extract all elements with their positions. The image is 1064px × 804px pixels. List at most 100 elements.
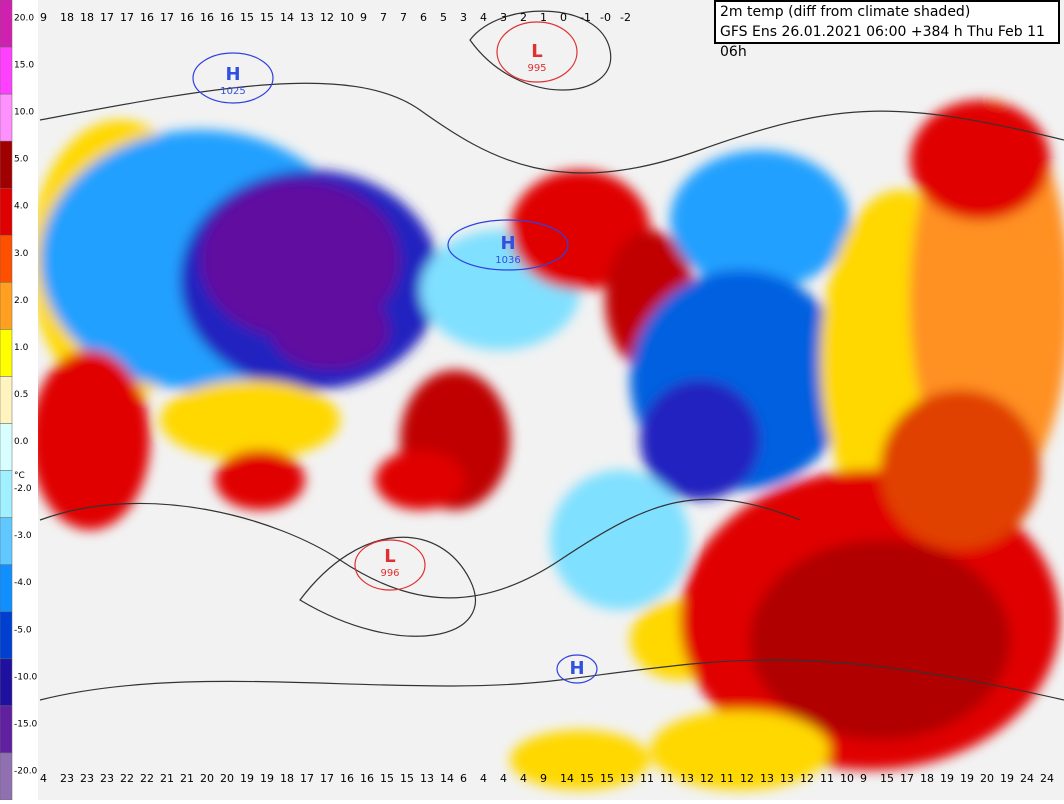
grid-value: 9 xyxy=(40,11,47,24)
grid-value: 13 xyxy=(780,772,794,785)
grid-value: 24 xyxy=(1020,772,1034,785)
grid-value: 0 xyxy=(560,11,567,24)
colorbar-swatch xyxy=(0,235,13,283)
pressure-value: 1025 xyxy=(220,86,245,97)
grid-value: 15 xyxy=(580,772,594,785)
grid-value: 17 xyxy=(320,772,334,785)
grid-value: 21 xyxy=(180,772,194,785)
colorbar-label: 2.0 xyxy=(14,296,29,306)
grid-value: 15 xyxy=(240,11,254,24)
grid-value: 18 xyxy=(920,772,934,785)
colorbar-swatch xyxy=(0,376,13,424)
colorbar-swatch xyxy=(0,0,13,48)
colorbar-swatch xyxy=(0,517,13,565)
grid-value: 17 xyxy=(120,11,134,24)
grid-value: 19 xyxy=(960,772,974,785)
grid-value: 12 xyxy=(740,772,754,785)
grid-value: 9 xyxy=(860,772,867,785)
grid-value: 11 xyxy=(660,772,674,785)
grid-value: 3 xyxy=(460,11,467,24)
colorbar-swatch xyxy=(0,93,13,142)
grid-value: 23 xyxy=(100,772,114,785)
subtitle-line: GFS Ens 26.01.2021 06:00 +384 h Thu Feb … xyxy=(720,24,1045,60)
value-grid: 9 18 18 17 17 16 17 16 16 16 15 15 14 13 12 10 9 7 7 6 5 3 4 3 2… xyxy=(40,11,1054,785)
grid-value: 13 xyxy=(300,11,314,24)
grid-value: 17 xyxy=(100,11,114,24)
grid-value: 21 xyxy=(160,772,174,785)
grid-value: 16 xyxy=(140,11,154,24)
colorbar-label: 10.0 xyxy=(14,108,34,118)
grid-value: 19 xyxy=(240,772,254,785)
grid-value: 18 xyxy=(60,11,74,24)
pressure-value: 995 xyxy=(527,63,546,74)
grid-value: 14 xyxy=(560,772,574,785)
grid-value: 4 xyxy=(520,772,527,785)
colorbar-label: 1.0 xyxy=(14,343,29,353)
grid-value: 9 xyxy=(540,772,547,785)
grid-value: 11 xyxy=(720,772,734,785)
colorbar-label: -10.0 xyxy=(14,672,38,682)
colorbar-label: 15.0 xyxy=(14,61,34,71)
grid-value: 7 xyxy=(380,11,387,24)
grid-value: 15 xyxy=(880,772,894,785)
colorbar-swatch xyxy=(0,705,13,754)
colorbar-label: -5.0 xyxy=(14,625,32,635)
colorbar-label: -2.0 xyxy=(14,484,32,494)
grid-value: 6 xyxy=(420,11,427,24)
colorbar-unit: °C xyxy=(14,471,25,481)
grid-value: 5 xyxy=(440,11,447,24)
colorbar-label: 3.0 xyxy=(14,249,29,259)
grid-value: 4 xyxy=(480,772,487,785)
grid-value: 6 xyxy=(460,772,467,785)
temperature-anomaly-shading xyxy=(30,100,1064,790)
colorbar-swatch xyxy=(0,658,13,707)
grid-value: 7 xyxy=(400,11,407,24)
grid-value: 19 xyxy=(260,772,274,785)
pressure-letter: L xyxy=(531,41,542,62)
grid-value: 17 xyxy=(900,772,914,785)
grid-value: 12 xyxy=(700,772,714,785)
colorbar: 20.0 15.0 10.0 5.0 4.0 3.0 2.0 1.0 0.5 0.0 -2.0 -3.… xyxy=(0,0,38,801)
grid-value: 20 xyxy=(980,772,994,785)
grid-value: 16 xyxy=(340,772,354,785)
grid-value: 18 xyxy=(280,772,294,785)
grid-value: 10 xyxy=(340,11,354,24)
grid-value: 16 xyxy=(360,772,374,785)
colorbar-swatch xyxy=(0,187,13,236)
grid-value: 19 xyxy=(1000,772,1014,785)
grid-value: 14 xyxy=(280,11,294,24)
grid-value: 19 xyxy=(940,772,954,785)
grid-value: 12 xyxy=(320,11,334,24)
grid-value: 3 xyxy=(500,11,507,24)
pressure-value: 1036 xyxy=(495,255,520,266)
grid-value: 16 xyxy=(180,11,194,24)
low-contours xyxy=(354,21,578,591)
pressure-letter: H xyxy=(500,233,515,254)
grid-value: -2 xyxy=(620,11,631,24)
colorbar-label: -4.0 xyxy=(14,578,32,588)
grid-value: 23 xyxy=(80,772,94,785)
colorbar-label: 0.0 xyxy=(14,437,29,447)
grid-value: 10 xyxy=(840,772,854,785)
pressure-letter: H xyxy=(225,64,240,85)
grid-value: 16 xyxy=(220,11,234,24)
grid-value: 2 xyxy=(520,11,527,24)
grid-value: 22 xyxy=(140,772,154,785)
grid-value: -1 xyxy=(580,11,591,24)
grid-value: 15 xyxy=(260,11,274,24)
grid-value: 13 xyxy=(620,772,634,785)
grid-value: -0 xyxy=(600,11,611,24)
colorbar-label: -20.0 xyxy=(14,766,38,776)
grid-value: 4 xyxy=(480,11,487,24)
grid-value: 1 xyxy=(540,11,547,24)
colorbar-swatch xyxy=(0,564,13,613)
grid-value: 20 xyxy=(220,772,234,785)
colorbar-swatch xyxy=(0,423,13,471)
grid-value: 17 xyxy=(300,772,314,785)
grid-value: 24 xyxy=(1040,772,1054,785)
grid-value: 14 xyxy=(440,772,454,785)
pressure-value: 996 xyxy=(380,568,399,579)
grid-value: 13 xyxy=(420,772,434,785)
